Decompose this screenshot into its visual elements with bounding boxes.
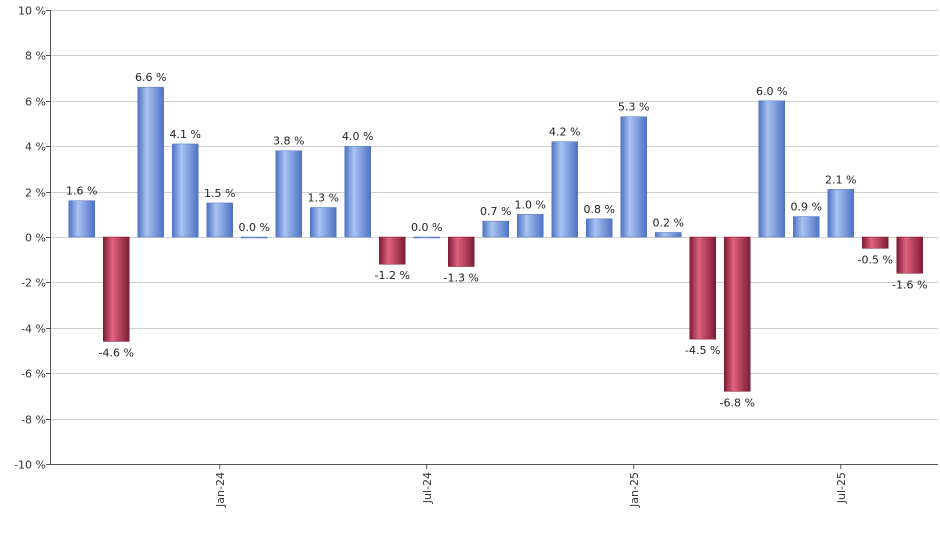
bar	[241, 236, 268, 239]
bar-value-label: 5.3 %	[618, 101, 649, 114]
bar	[103, 236, 130, 342]
y-tick-label: 10 %	[18, 5, 46, 18]
bar	[172, 143, 199, 238]
bar	[862, 236, 889, 249]
bar-value-label: 6.0 %	[756, 85, 787, 98]
bar-value-label: -4.6 %	[99, 346, 134, 359]
bar-value-label: 0.9 %	[791, 201, 822, 214]
bar	[586, 218, 613, 238]
bar	[137, 86, 164, 238]
bar	[482, 220, 509, 238]
x-tick-label: Jan-25	[628, 472, 641, 508]
x-tick-label: Jan-24	[214, 472, 227, 508]
bar	[68, 200, 95, 238]
y-tick-label: -8 %	[21, 414, 46, 427]
bar-value-label: 1.6 %	[66, 185, 97, 198]
y-tick-label: -4 %	[21, 323, 46, 336]
bar	[724, 236, 751, 392]
bar-value-label: 0.7 %	[480, 205, 511, 218]
bar-value-label: -6.8 %	[720, 396, 755, 409]
bar-value-label: -0.5 %	[858, 253, 893, 266]
bar-value-label: -1.3 %	[444, 272, 479, 285]
y-tick-label: 8 %	[25, 50, 46, 63]
bar-value-label: -1.6 %	[892, 278, 927, 291]
bar	[206, 202, 233, 238]
bar-value-label: 4.1 %	[170, 128, 201, 141]
x-axis-tick-labels: Jan-24 Jul-24 Jan-25 Jul-25	[214, 464, 848, 508]
bar-value-label: 1.0 %	[515, 198, 546, 211]
bar-value-label: -4.5 %	[685, 344, 720, 357]
y-tick-label: 2 %	[25, 187, 46, 200]
bar	[275, 150, 302, 238]
bar	[827, 189, 854, 238]
bars	[68, 86, 923, 392]
bar-value-label: 2.1 %	[825, 173, 856, 186]
bar	[758, 100, 785, 238]
y-tick-label: -2 %	[21, 277, 46, 290]
y-axis-tick-labels: 10 % 8 % 6 % 4 % 2 % 0 % -2 % -4 % -6 % -8 % -10 %	[14, 5, 50, 472]
bar-value-label: 0.0 %	[239, 221, 270, 234]
x-tick-label: Jul-25	[835, 472, 848, 504]
bar	[551, 141, 578, 238]
bar-value-labels: 1.6 % -4.6 % 6.6 % 4.1 % 1.5 % 0.0 % 3.8 % 1.3 …	[66, 71, 927, 409]
bar	[344, 145, 371, 238]
bar-value-label: 0.0 %	[411, 221, 442, 234]
bar	[310, 207, 337, 238]
axes	[50, 10, 938, 465]
bar	[896, 236, 923, 274]
bar-value-label: 0.2 %	[653, 216, 684, 229]
bar	[793, 216, 820, 238]
y-tick-label: -10 %	[14, 459, 46, 472]
bar	[620, 116, 647, 238]
y-tick-label: 4 %	[25, 141, 46, 154]
bar-value-label: 1.5 %	[204, 187, 235, 200]
grid-lines	[50, 10, 938, 465]
bar	[655, 232, 682, 238]
bar	[413, 236, 440, 239]
bar-value-label: -1.2 %	[375, 269, 410, 282]
bar-value-label: 0.8 %	[584, 203, 615, 216]
x-tick-label: Jul-24	[421, 472, 434, 504]
y-tick-label: -6 %	[21, 368, 46, 381]
bar	[379, 236, 406, 265]
bar-value-label: 1.3 %	[308, 191, 339, 204]
y-tick-label: 0 %	[25, 232, 46, 245]
bar-value-label: 4.2 %	[549, 126, 580, 139]
bar	[689, 236, 716, 340]
bar	[448, 236, 475, 267]
bar-value-label: 3.8 %	[273, 135, 304, 148]
bar	[517, 214, 544, 238]
y-tick-label: 6 %	[25, 96, 46, 109]
bar-value-label: 6.6 %	[135, 71, 166, 84]
bar-value-label: 4.0 %	[342, 130, 373, 143]
